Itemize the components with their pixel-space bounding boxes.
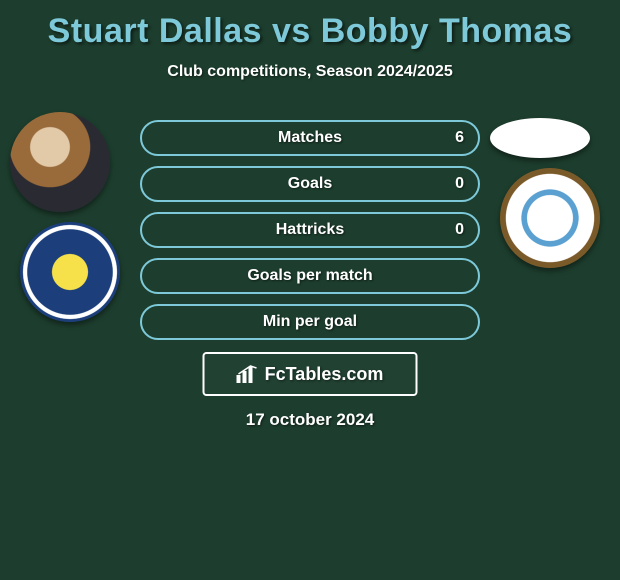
stat-right-value: 6	[455, 122, 464, 154]
stat-row: Goals 0	[140, 166, 480, 202]
stat-row: Goals per match	[140, 258, 480, 294]
stat-row: Matches 6	[140, 120, 480, 156]
stat-label: Min per goal	[142, 306, 478, 338]
stat-row: Min per goal	[140, 304, 480, 340]
stat-label: Goals	[142, 168, 478, 200]
club-right-badge	[500, 168, 600, 268]
date-label: 17 october 2024	[0, 410, 620, 430]
stat-label: Hattricks	[142, 214, 478, 246]
stats-container: Matches 6 Goals 0 Hattricks 0 Goals per …	[140, 120, 480, 350]
bars-icon	[237, 365, 259, 383]
player-left-avatar	[10, 112, 110, 212]
stat-right-value: 0	[455, 214, 464, 246]
page-title: Stuart Dallas vs Bobby Thomas	[0, 0, 620, 51]
stat-right-value: 0	[455, 168, 464, 200]
page-subtitle: Club competitions, Season 2024/2025	[0, 63, 620, 81]
stat-row: Hattricks 0	[140, 212, 480, 248]
stat-label: Goals per match	[142, 260, 478, 292]
brand-box: FcTables.com	[203, 352, 418, 396]
player-right-avatar	[490, 118, 590, 158]
club-left-badge	[20, 222, 120, 322]
brand-label: FcTables.com	[265, 364, 384, 385]
stat-label: Matches	[142, 122, 478, 154]
